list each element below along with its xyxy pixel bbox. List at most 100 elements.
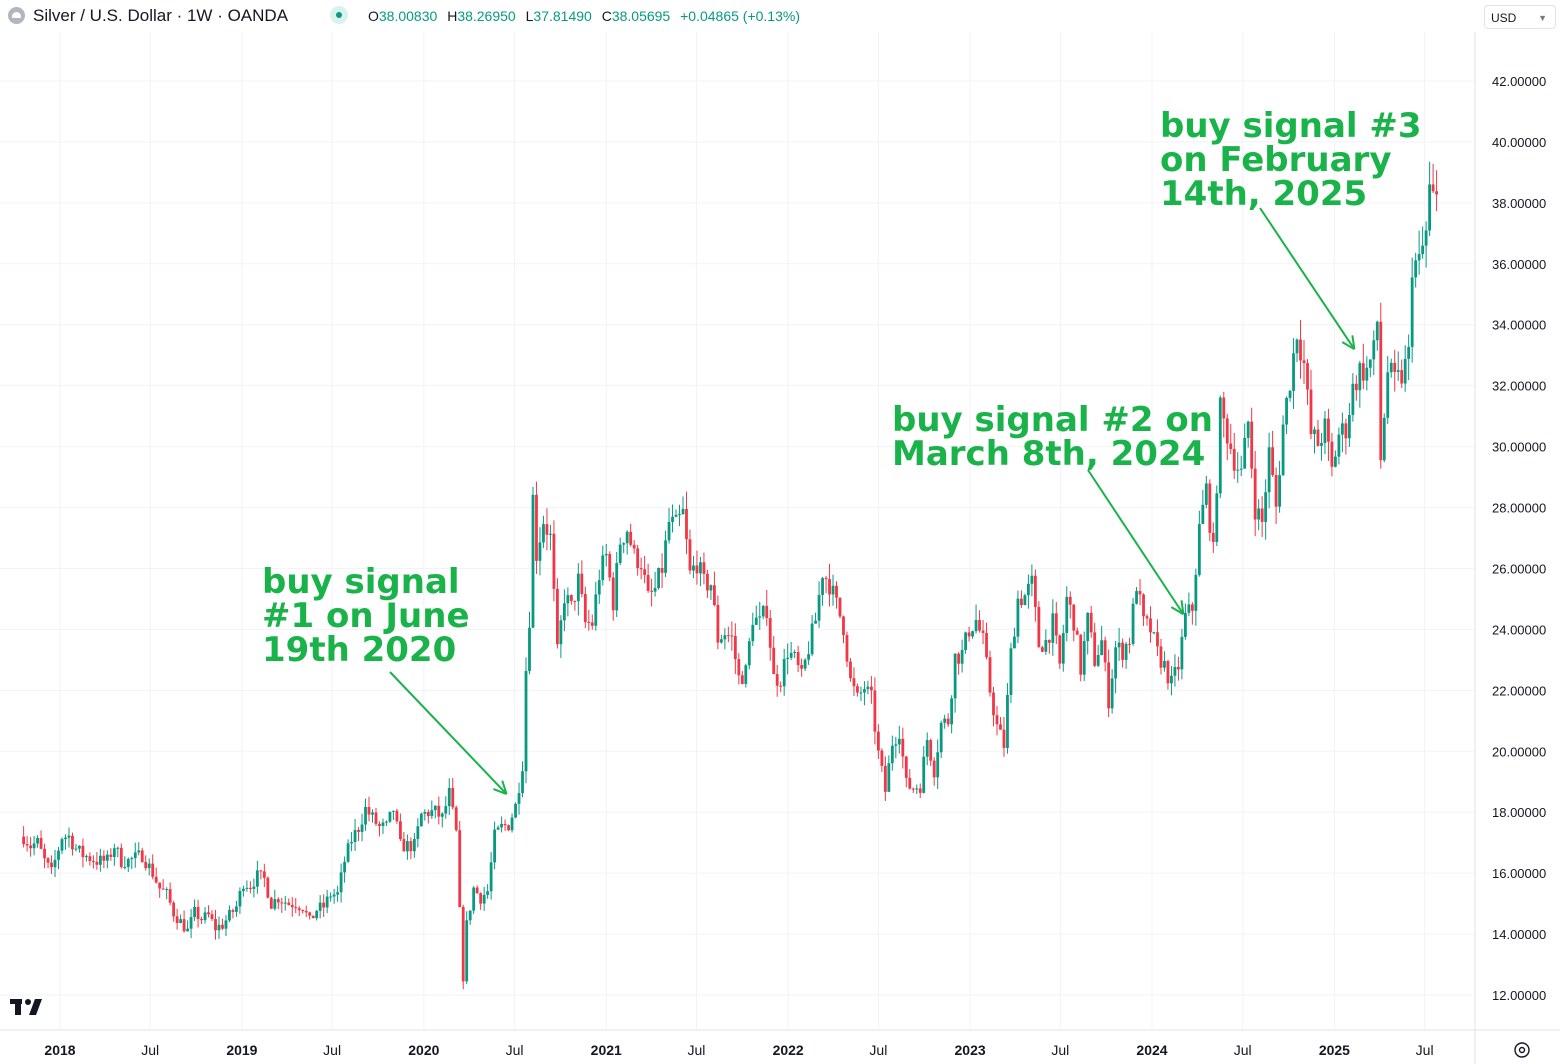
candle-body: [594, 594, 598, 626]
candle-body: [308, 912, 312, 916]
candle-body: [71, 835, 74, 850]
candle-body: [793, 652, 797, 654]
candle-body: [622, 543, 626, 545]
candle-body: [172, 902, 176, 917]
candle-body: [437, 805, 441, 817]
candle-body: [133, 852, 137, 859]
candle-body: [531, 494, 535, 628]
candle-body: [297, 908, 301, 911]
currency-selector[interactable]: USD ▼: [1484, 5, 1556, 29]
candle-body: [709, 585, 713, 591]
candle-body: [1121, 642, 1124, 660]
candle-body: [936, 752, 940, 778]
candle-body: [807, 654, 811, 660]
candle-body: [43, 848, 46, 859]
time-axis: 2018 Jul 2019 Jul 2020 Jul 2021 Jul 2022 Jul 2023 J…: [0, 1029, 1560, 1058]
candle-body: [542, 524, 545, 543]
annotation-arrows: [389, 207, 1356, 795]
candle-body: [399, 821, 402, 840]
candle-body: [158, 882, 162, 889]
y-tick-label: 24.00000: [1492, 622, 1546, 637]
candle-body: [416, 826, 420, 839]
candle-body: [360, 824, 364, 832]
candle-body: [601, 555, 605, 581]
candle-body: [779, 685, 783, 687]
candle-body: [468, 910, 472, 921]
candle-body: [821, 578, 824, 595]
x-tick-label: Jul: [1234, 1042, 1252, 1058]
candle-body: [91, 861, 95, 863]
candle-body: [1002, 729, 1006, 748]
candle-body: [960, 650, 964, 664]
x-tick-label: 2024: [1136, 1042, 1167, 1058]
candle-body: [85, 856, 88, 858]
x-tick-label: Jul: [141, 1042, 159, 1058]
candle-body: [1156, 632, 1159, 647]
candle-body: [151, 863, 155, 877]
x-tick-label: Jul: [688, 1042, 706, 1058]
candle-body: [29, 845, 32, 849]
candle-body: [901, 738, 905, 757]
candle-body: [758, 616, 762, 618]
candle-body: [576, 573, 580, 602]
candle-body: [747, 641, 751, 666]
chart-header: Silver / U.S. Dollar · 1W · OANDA O38.00…: [0, 0, 1470, 32]
market-status-icon[interactable]: [330, 6, 348, 24]
candle-body: [828, 579, 831, 595]
y-tick-label: 18.00000: [1492, 805, 1546, 820]
candle-body: [1201, 504, 1205, 525]
x-tick-label: Jul: [1051, 1042, 1069, 1058]
candle-body: [880, 750, 884, 766]
candle-body: [1410, 277, 1414, 347]
candle-body: [964, 632, 967, 651]
candle-body: [1013, 636, 1016, 649]
candle-body: [273, 899, 277, 909]
candle-body: [873, 690, 877, 732]
candle-body: [409, 841, 413, 852]
candle-body: [876, 731, 880, 751]
candle-body: [587, 621, 591, 623]
candle-body: [929, 740, 933, 761]
candle-body: [664, 540, 667, 573]
candle-body: [1386, 372, 1390, 418]
y-tick-label: 30.00000: [1492, 440, 1546, 455]
candle-body: [1417, 254, 1421, 261]
candle-body: [552, 533, 556, 589]
candle-body: [367, 807, 371, 815]
candle-body: [849, 661, 852, 679]
candle-body: [116, 847, 120, 849]
candle-body: [1278, 475, 1281, 507]
candle-body: [95, 861, 99, 865]
candle-body: [695, 565, 699, 574]
candle-body: [943, 718, 947, 723]
candle-body: [939, 722, 943, 753]
candle-body: [423, 811, 427, 814]
candle-body: [1177, 666, 1180, 670]
candle-body: [545, 524, 549, 535]
low-value: 37.81490: [533, 8, 592, 24]
candle-body: [440, 813, 444, 817]
candle-body: [1131, 603, 1135, 644]
symbol-title[interactable]: Silver / U.S. Dollar · 1W · OANDA: [33, 6, 289, 25]
candle-body: [1218, 397, 1222, 494]
candle-body: [1061, 633, 1065, 664]
x-tick-label: 2019: [226, 1042, 257, 1058]
candle-body: [1229, 443, 1233, 449]
candle-body: [168, 889, 172, 903]
candle-body: [1030, 575, 1034, 584]
candle-body: [242, 888, 245, 892]
candle-body: [566, 595, 570, 604]
candle-body: [953, 653, 957, 699]
candle-body: [500, 823, 503, 828]
candle-body: [447, 787, 451, 807]
candle-body: [46, 858, 50, 863]
candle-body: [1243, 437, 1247, 469]
y-tick-label: 28.00000: [1492, 501, 1546, 516]
ohlc-values: O38.00830 H38.26950 L37.81490 C38.05695 …: [368, 8, 800, 24]
tradingview-logo-icon[interactable]: [10, 996, 48, 1018]
candle-body: [1288, 390, 1292, 398]
settings-gear-icon[interactable]: [1512, 1040, 1532, 1060]
candle-body: [1124, 643, 1128, 660]
candle-body: [863, 689, 866, 693]
